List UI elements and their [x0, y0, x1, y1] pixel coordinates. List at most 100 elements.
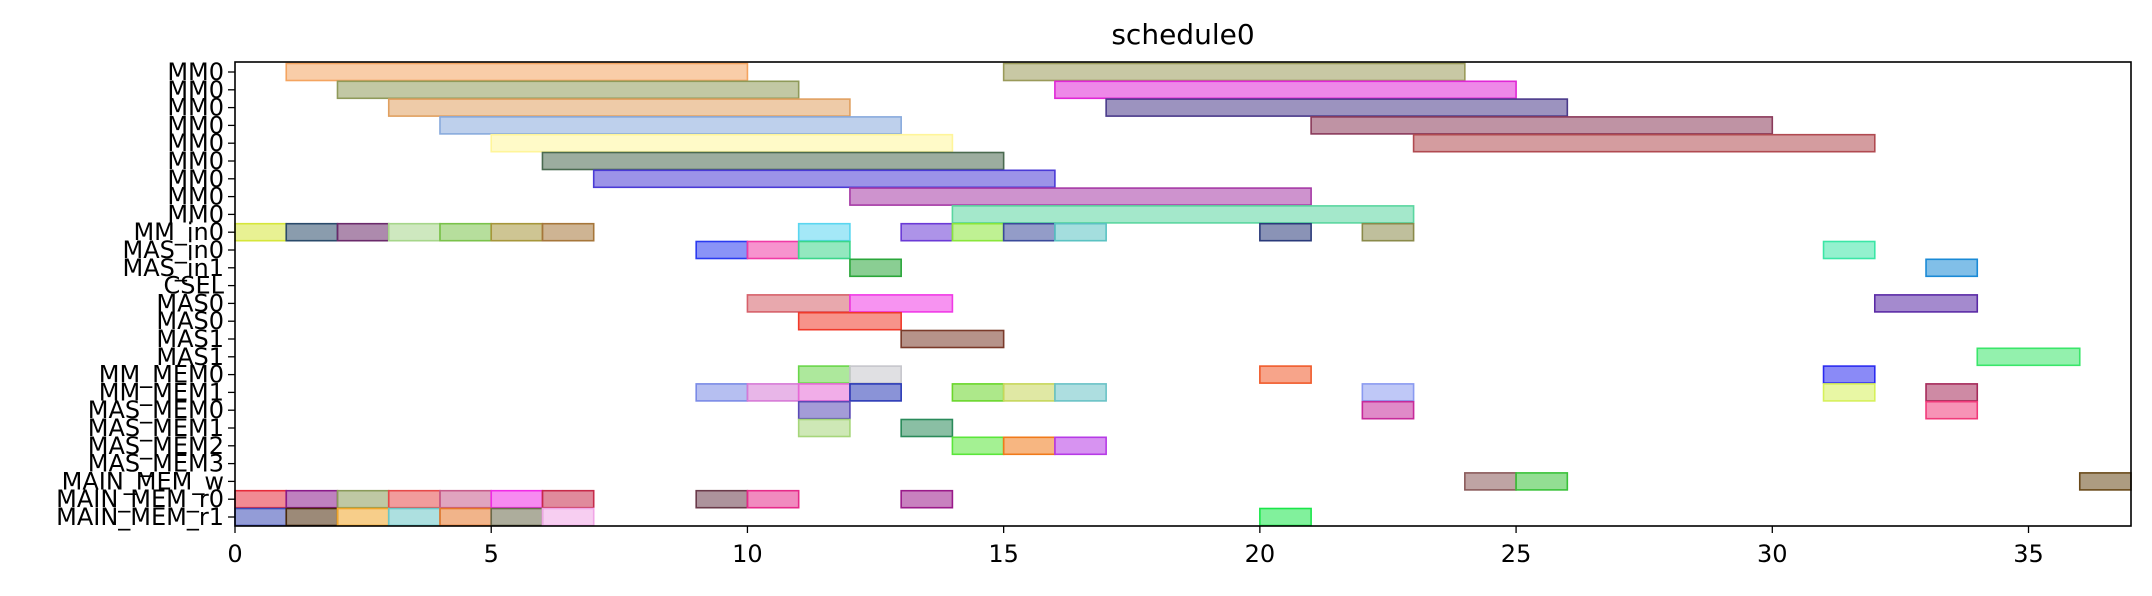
gantt-bar: [1361, 222, 1415, 242]
y-tick-label: MM0: [167, 76, 224, 104]
gantt-bar: [849, 187, 1312, 206]
gantt-bar: [1361, 383, 1415, 402]
y-tick-label: MAS_in0: [122, 236, 224, 264]
y-tick-label: MM0: [167, 129, 224, 157]
y-tick-label: CSEL: [163, 272, 224, 300]
gantt-bar: [1054, 383, 1107, 402]
gantt-bar: [285, 62, 749, 82]
y-tick-label: MAS0: [156, 289, 224, 317]
gantt-bar: [592, 169, 1056, 189]
gantt-bar: [900, 329, 1005, 349]
y-tick-label: MM0: [167, 58, 224, 86]
gantt-bar: [746, 240, 800, 260]
y-tick-label: MM0: [167, 111, 224, 139]
gantt-bar: [1822, 383, 1876, 402]
gantt-bar: [1310, 116, 1774, 135]
plot-frame: [234, 61, 2132, 527]
y-tick-label: MAS_MEM3: [88, 450, 224, 478]
gantt-bar: [1002, 62, 1466, 82]
gantt-bar: [490, 507, 544, 527]
gantt-bar: [746, 489, 800, 509]
gantt-bar: [285, 489, 339, 509]
gantt-bar: [285, 222, 339, 242]
x-tick-label: 5: [484, 540, 499, 568]
y-tick-label: MAIN_MEM_w: [62, 467, 224, 495]
gantt-bar: [1925, 400, 1979, 420]
chart-title: schedule0: [1111, 18, 1254, 51]
y-tick-label: MAIN_MEM_r1: [56, 503, 224, 531]
y-tick-label: MAS1: [156, 343, 224, 371]
x-tick-label: 20: [1245, 540, 1276, 568]
gantt-bar: [849, 258, 902, 278]
x-tick-label: 0: [227, 540, 242, 568]
gantt-bar: [285, 507, 339, 527]
gantt-bar: [541, 489, 595, 509]
gantt-bar: [490, 133, 954, 153]
gantt-bar: [387, 98, 851, 117]
gantt-bar: [1054, 222, 1107, 242]
y-tick-label: MM0: [167, 165, 224, 193]
gantt-bar: [387, 489, 441, 509]
gantt-bar: [1259, 222, 1312, 242]
gantt-bar: [490, 222, 544, 242]
gantt-bar: [1361, 400, 1415, 420]
y-tick-label: MM_in0: [133, 218, 224, 246]
gantt-bar: [849, 365, 902, 384]
gantt-bar: [1259, 365, 1312, 384]
gantt-bar: [387, 222, 441, 242]
x-tick-label: 25: [1501, 540, 1532, 568]
gantt-bar: [1105, 98, 1569, 117]
gantt-bar: [1054, 436, 1107, 456]
gantt-bar: [746, 294, 851, 313]
gantt-bar: [490, 489, 544, 509]
gantt-bar: [1873, 294, 1979, 313]
gantt-bar: [797, 365, 851, 384]
y-tick-label: MM_MEM1: [99, 378, 224, 406]
gantt-bar: [797, 222, 851, 242]
gantt-bar: [1054, 80, 1517, 100]
gantt-bar: [797, 400, 851, 420]
gantt-bar: [849, 383, 902, 402]
gantt-bar: [1259, 507, 1312, 527]
gantt-bar: [797, 240, 851, 260]
gantt-bar: [951, 205, 1415, 224]
gantt-bar: [1822, 240, 1876, 260]
x-tick-label: 30: [1757, 540, 1788, 568]
gantt-bar: [234, 222, 288, 242]
gantt-bar: [1822, 365, 1876, 384]
gantt-bar: [387, 507, 441, 527]
gantt-bar: [1976, 347, 2081, 367]
x-tick-label: 10: [732, 540, 763, 568]
gantt-bar: [1412, 133, 1876, 153]
gantt-bar: [1515, 472, 1569, 491]
y-tick-label: MAS_in1: [122, 254, 224, 282]
y-tick-label: MAS1: [156, 325, 224, 353]
gantt-bar: [900, 489, 954, 509]
gantt-bar: [1925, 258, 1979, 278]
gantt-bar: [336, 489, 390, 509]
gantt-bar: [695, 240, 749, 260]
y-tick-label: MAS_MEM2: [88, 432, 224, 460]
y-tick-label: MM0: [167, 183, 224, 211]
bars-layer: [234, 62, 2132, 527]
gantt-bar: [797, 418, 851, 438]
gantt-bar: [541, 507, 595, 527]
y-tick-label: MAS_MEM1: [88, 414, 224, 442]
gantt-bar: [336, 222, 390, 242]
gantt-bar: [2078, 472, 2132, 491]
gantt-bar: [234, 507, 288, 527]
gantt-bar: [695, 489, 749, 509]
gantt-bar: [797, 383, 851, 402]
x-tick-label: 35: [2013, 540, 2044, 568]
gantt-bar: [900, 418, 954, 438]
x-tick-label: 15: [988, 540, 1019, 568]
y-axis: MM0MM0MM0MM0MM0MM0MM0MM0MM0MM_in0MAS_in0…: [56, 58, 235, 531]
gantt-bar: [951, 383, 1005, 402]
gantt-bar: [541, 151, 1005, 171]
gantt-bar: [900, 222, 954, 242]
x-axis: 0 5 10 15 20 25 30 35: [227, 526, 2044, 568]
y-tick-label: MAIN_MEM_r0: [56, 485, 224, 513]
gantt-bar: [1002, 436, 1056, 456]
